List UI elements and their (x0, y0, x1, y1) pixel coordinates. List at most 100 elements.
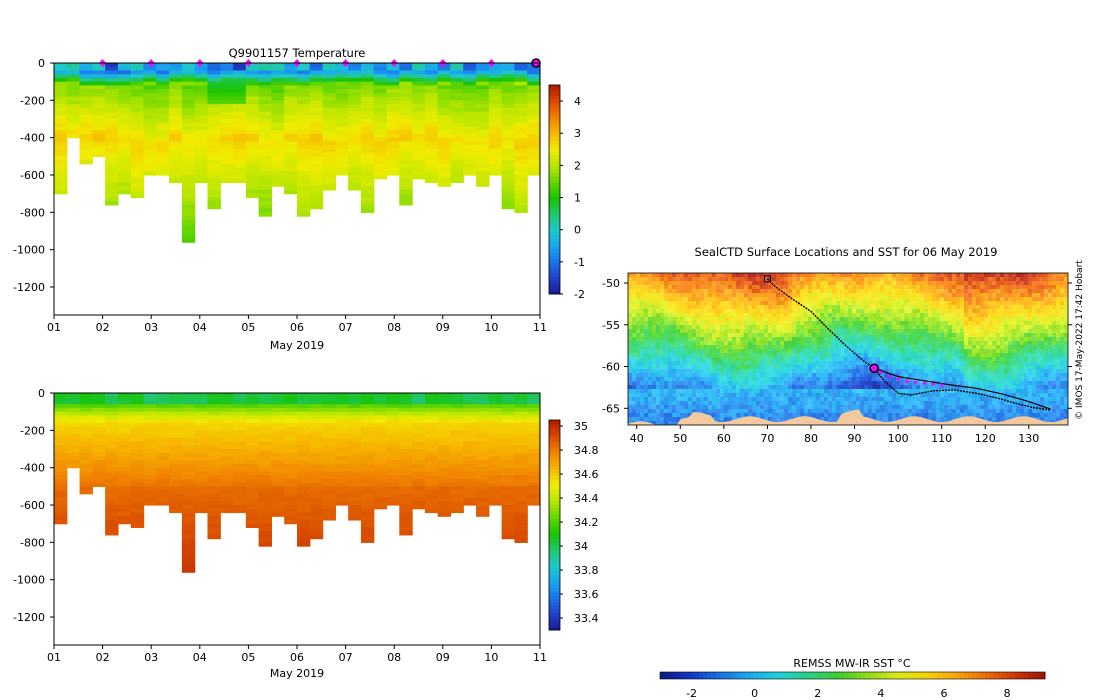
heatmap-cell (105, 81, 119, 86)
sst-cell (700, 393, 705, 398)
sst-cell (692, 361, 697, 366)
colorbar-segment (549, 276, 560, 281)
heatmap-cell (54, 460, 68, 465)
heatmap-cell (424, 115, 439, 120)
sst-cell (680, 349, 685, 354)
heatmap-cell (348, 70, 362, 75)
heatmap-cell (527, 493, 540, 499)
sst-cell (852, 333, 857, 338)
sst-cell (640, 405, 645, 410)
sst-cell (764, 385, 769, 390)
sst-cell (776, 317, 781, 322)
heatmap-cell (130, 145, 145, 150)
heatmap-cell (143, 66, 157, 72)
sst-cell (792, 313, 797, 318)
colorbar-tick-label: 34.2 (574, 516, 599, 529)
heatmap-cell (143, 393, 157, 398)
sst-cell (812, 373, 817, 378)
sst-cell (748, 309, 753, 314)
heatmap-cell (488, 404, 503, 409)
colorbar-tick-label: 0 (574, 224, 581, 237)
heatmap-cell (488, 85, 503, 90)
heatmap-cell (424, 505, 439, 510)
sst-cell (664, 309, 669, 314)
sst-cell (784, 409, 789, 414)
heatmap-cell (476, 74, 490, 79)
sst-cell (812, 361, 817, 366)
sst-cell (636, 357, 641, 362)
heatmap-cell (424, 463, 439, 469)
heatmap-cell (297, 452, 311, 458)
heatmap-cell (169, 100, 183, 105)
heatmap-cell (54, 126, 68, 131)
heatmap-cell (297, 407, 311, 413)
heatmap-cell (309, 193, 324, 198)
sst-cell (744, 409, 749, 414)
heatmap-cell (437, 463, 452, 469)
heatmap-cell (450, 460, 464, 465)
sst-cell (756, 413, 761, 418)
sst-cell (684, 297, 689, 302)
sst-cell (708, 393, 713, 398)
heatmap-cell (143, 70, 157, 75)
sst-cell (768, 309, 773, 314)
sst-cell (856, 281, 861, 286)
heatmap-cell (194, 178, 209, 184)
heatmap-cell (181, 96, 196, 101)
sst-cell (780, 305, 785, 310)
sst-cell (812, 381, 817, 386)
sst-cell (772, 297, 777, 302)
sst-cell (740, 413, 745, 418)
heatmap-cell (309, 463, 324, 469)
heatmap-cell (105, 490, 119, 495)
sst-cell (700, 309, 705, 314)
colorbar-segment (549, 154, 560, 159)
sst-cell (736, 333, 741, 338)
heatmap-cell (54, 152, 68, 157)
sst-cell (752, 397, 757, 402)
heatmap-cell (156, 419, 170, 424)
heatmap-cell (335, 471, 349, 476)
heatmap-cell (66, 119, 81, 124)
sst-cell (696, 369, 701, 374)
colorbar-segment (549, 455, 560, 459)
sst-cell (700, 361, 705, 366)
heatmap-cell (258, 167, 273, 172)
sst-cell (668, 317, 673, 322)
heatmap-cell (476, 167, 490, 172)
heatmap-cell (169, 430, 183, 435)
heatmap-cell (297, 471, 311, 476)
heatmap-cell (463, 63, 477, 68)
sst-cell (652, 401, 657, 406)
heatmap-cell (424, 411, 439, 416)
heatmap-cell (360, 430, 375, 435)
heatmap-cell (322, 130, 336, 135)
heatmap-cell (169, 89, 183, 94)
heatmap-cell (309, 501, 324, 506)
heatmap-cell (399, 396, 413, 402)
heatmap-cell (412, 471, 426, 476)
heatmap-cell (66, 122, 81, 128)
heatmap-cell (450, 426, 464, 431)
sst-cell (832, 393, 837, 398)
sst-cell (772, 381, 777, 386)
heatmap-cell (450, 175, 464, 180)
sst-cell (772, 409, 777, 414)
heatmap-cell (463, 107, 477, 113)
heatmap-cell (92, 445, 106, 450)
heatmap-cell (181, 467, 196, 472)
heatmap-cell (335, 100, 349, 105)
sst-cell (820, 401, 825, 406)
heatmap-cell (297, 74, 311, 79)
heatmap-cell (156, 490, 170, 495)
sst-cell (656, 361, 661, 366)
heatmap-cell (271, 422, 285, 428)
heatmap-cell (373, 449, 388, 454)
sst-cell (664, 385, 669, 390)
sst-cell (720, 385, 725, 390)
heatmap-cell (105, 163, 119, 169)
heatmap-cell (501, 152, 516, 157)
heatmap-cell (271, 471, 285, 476)
sst-cell (628, 365, 633, 370)
sst-cell (660, 281, 665, 286)
